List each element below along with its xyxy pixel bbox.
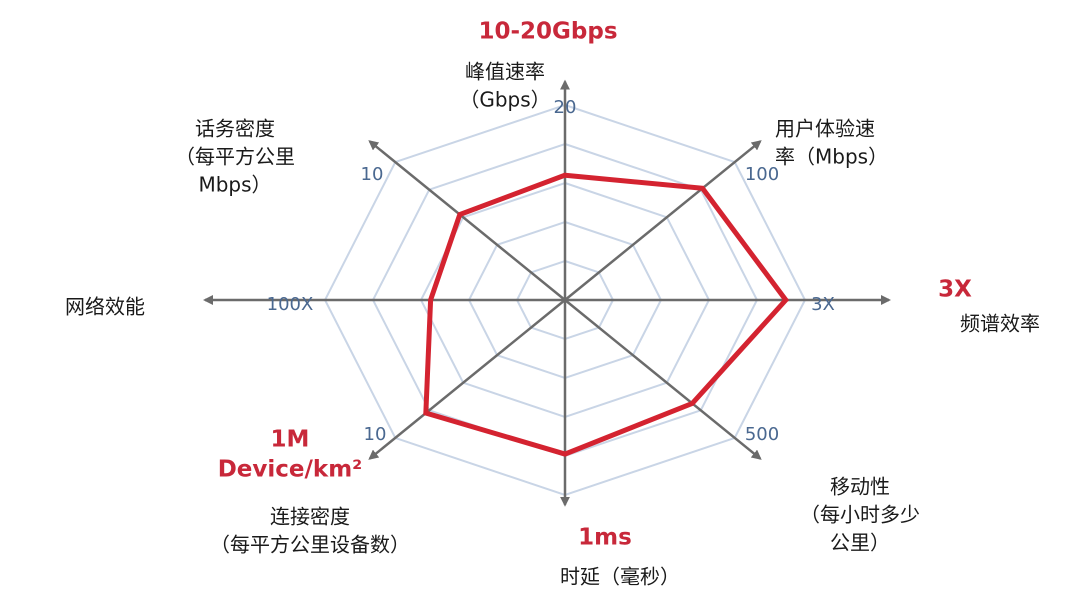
scale-label: 100X: [267, 294, 314, 315]
axis-name: （每平方公里: [175, 145, 295, 169]
axis-name: 公里）: [830, 531, 890, 555]
axis-line: [564, 299, 762, 460]
axis-name: （每小时多少: [800, 503, 920, 527]
scale-label: 20: [554, 97, 577, 118]
axis-name: 网络效能: [65, 295, 145, 319]
target-label: 10-20Gbps: [478, 19, 617, 45]
scale-label: 500: [745, 424, 779, 445]
axis-name: 频谱效率: [960, 312, 1040, 336]
axis-name: 连接密度: [270, 505, 350, 529]
axis-name: Mbps）: [198, 173, 271, 197]
axis-name: 用户体验速: [775, 117, 875, 141]
axis-line: [368, 299, 566, 460]
target-label: 1ms: [578, 525, 632, 551]
target-label: Device/km²: [218, 457, 363, 483]
axis-name: 话务密度: [195, 117, 275, 141]
scale-label: 100: [745, 164, 779, 185]
axis-name: 时延（毫秒）: [560, 565, 680, 589]
axis-line: [564, 140, 762, 301]
scale-label: 10: [361, 164, 384, 185]
target-label: 1M: [271, 427, 310, 453]
axis-name: （每平方公里设备数）: [210, 533, 410, 557]
series-line: [423, 172, 790, 457]
axis-name: 峰值速率: [465, 60, 545, 84]
axis-line: [368, 140, 566, 301]
axis-name: 移动性: [830, 475, 890, 499]
target-label: 3X: [938, 277, 972, 303]
scale-label: 3X: [811, 294, 835, 315]
axis-name: 率（Mbps）: [775, 145, 888, 169]
scale-label: 10: [364, 424, 387, 445]
axis-name: （Gbps）: [459, 88, 550, 112]
